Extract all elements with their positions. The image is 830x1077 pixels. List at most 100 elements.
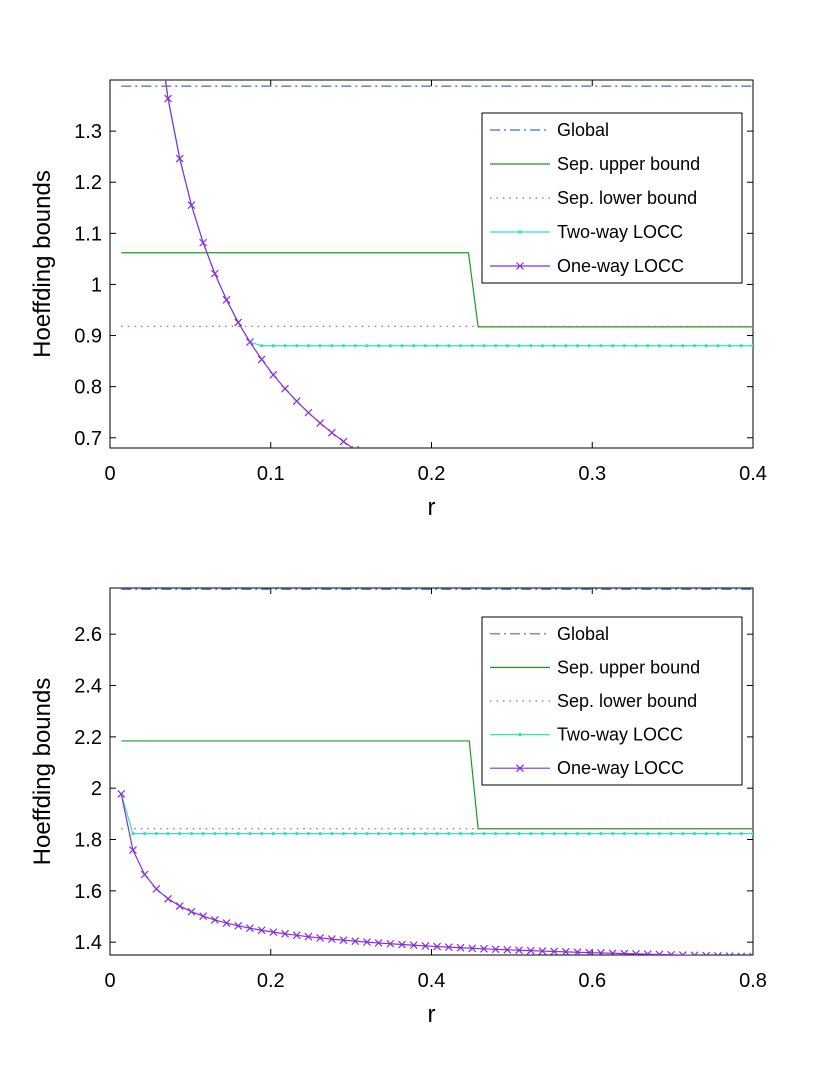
y-tick-label: 0.9 [74, 326, 102, 348]
data-point-x-marker [210, 915, 219, 924]
y-tick-label: 2.2 [74, 727, 102, 749]
data-point-dot-marker [423, 832, 428, 836]
data-point-dot-marker [248, 832, 252, 836]
y-tick-label: 1.2 [74, 172, 102, 194]
data-point-x-marker [643, 950, 652, 955]
data-point-x-marker [737, 952, 746, 955]
x-tick-label: 0.1 [257, 463, 285, 485]
data-point-x-marker [468, 944, 477, 953]
data-point-x-marker [456, 943, 465, 952]
data-point-dot-marker [353, 832, 357, 836]
data-point-dot-marker [470, 832, 474, 836]
data-point-x-marker [164, 94, 172, 103]
y-axis-title: Hoeffding bounds [29, 170, 56, 358]
data-point-x-marker [667, 950, 676, 955]
data-point-dot-marker [306, 344, 311, 348]
legend-marker-dot [518, 732, 522, 737]
data-point-x-marker [702, 951, 711, 955]
data-point-x-marker [351, 937, 360, 946]
data-point-dot-marker [517, 344, 521, 348]
y-tick-label: 2 [91, 778, 102, 800]
data-point-dot-marker [435, 832, 439, 836]
data-point-dot-marker [447, 344, 451, 348]
data-point-dot-marker [540, 832, 545, 836]
data-point-x-marker [327, 428, 336, 437]
data-point-dot-marker [224, 832, 229, 836]
data-point-dot-marker [271, 344, 275, 348]
data-point-x-marker [304, 932, 313, 941]
series-one-way-locc [117, 789, 753, 955]
legend-label-sep-upper-bound: Sep. upper bound [557, 657, 700, 677]
data-point-dot-marker [458, 832, 463, 836]
plot-series-layer [121, 80, 753, 448]
data-point-dot-marker [131, 832, 135, 836]
data-point-x-marker [573, 948, 582, 955]
data-point-x-marker [246, 924, 254, 933]
data-point-x-marker [561, 947, 570, 955]
data-point-dot-marker [306, 832, 311, 836]
data-point-x-marker [199, 238, 208, 247]
data-point-x-marker [316, 419, 325, 428]
data-point-x-marker [129, 846, 137, 855]
data-point-dot-marker [669, 832, 673, 836]
data-point-x-marker [292, 931, 301, 940]
data-point-x-marker [187, 201, 196, 210]
data-point-dot-marker [575, 344, 580, 348]
data-point-x-marker [316, 934, 325, 942]
legend: Global Sep. upper bound Sep. lower bound Tw… [481, 112, 743, 284]
data-point-x-marker [140, 870, 149, 879]
y-tick-label: 0.8 [74, 377, 102, 399]
data-point-dot-marker [494, 832, 498, 836]
data-point-x-marker [327, 935, 336, 944]
data-point-dot-marker [365, 344, 369, 348]
data-point-x-marker [479, 944, 488, 953]
data-point-dot-marker [681, 832, 685, 836]
legend-label-sep-lower-bound: Sep. lower bound [557, 188, 697, 208]
data-point-x-marker [234, 921, 243, 930]
data-point-dot-marker [692, 832, 697, 836]
data-point-dot-marker [189, 832, 194, 836]
legend-label-one-way-locc: One-way LOCC [557, 256, 684, 276]
data-point-dot-marker [599, 832, 603, 836]
data-point-dot-marker [388, 344, 392, 348]
bottom-chart-panel: 0 0.2 0.4 0.6 0.8 1.4 1.6 1.8 2 2.2 2.4 2.6 r Hoeffdi… [29, 587, 767, 1028]
data-point-dot-marker [657, 832, 662, 836]
y-tick-label: 1.1 [74, 223, 102, 245]
data-point-x-marker [281, 929, 289, 938]
data-point-dot-marker [318, 832, 322, 836]
data-point-dot-marker [178, 832, 182, 836]
data-point-dot-marker [458, 344, 463, 348]
legend-label-global: Global [557, 120, 609, 140]
data-point-x-marker [550, 947, 559, 955]
data-point-dot-marker [716, 344, 720, 348]
data-point-x-marker [246, 338, 254, 346]
data-point-dot-marker [271, 832, 275, 836]
data-point-dot-marker [728, 832, 732, 836]
x-tick-label: 0 [104, 463, 115, 485]
data-point-dot-marker [611, 344, 615, 348]
data-point-x-marker [678, 951, 687, 955]
data-point-dot-marker [470, 344, 474, 348]
data-point-x-marker [398, 940, 406, 949]
data-point-x-marker [292, 397, 301, 406]
data-point-dot-marker [447, 832, 451, 836]
data-point-x-marker [655, 950, 664, 955]
series-two-way-locc [120, 793, 753, 836]
data-point-x-marker [281, 384, 289, 393]
data-point-dot-marker [295, 832, 299, 836]
data-point-dot-marker [552, 344, 556, 348]
data-point-dot-marker [564, 344, 568, 348]
data-point-dot-marker [505, 344, 509, 348]
data-point-x-marker [620, 949, 629, 955]
data-point-x-marker [585, 948, 594, 955]
data-point-dot-marker [540, 344, 545, 348]
data-point-dot-marker [318, 344, 322, 348]
data-point-dot-marker [353, 344, 357, 348]
data-point-dot-marker [739, 344, 743, 348]
legend-box [481, 112, 743, 284]
legend-box [481, 616, 743, 786]
data-point-dot-marker [283, 344, 287, 348]
data-point-dot-marker [482, 832, 486, 836]
data-point-x-marker [503, 945, 512, 954]
legend-marker-x [516, 764, 524, 773]
